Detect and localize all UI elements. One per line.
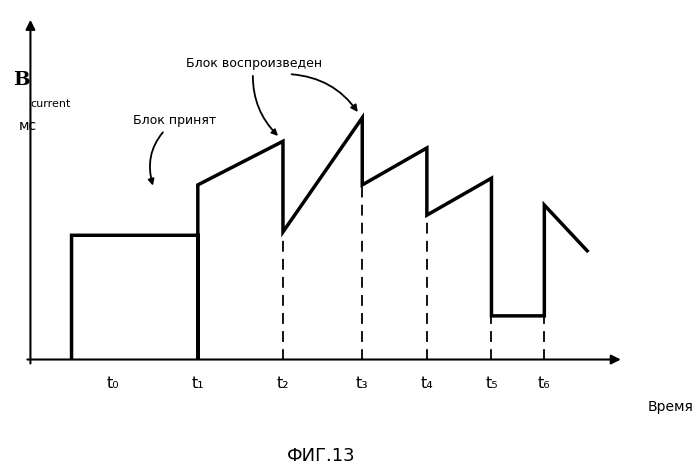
Text: t₀: t₀ xyxy=(106,376,119,391)
Text: B: B xyxy=(13,72,30,89)
Text: t₆: t₆ xyxy=(538,376,551,391)
Text: t₄: t₄ xyxy=(421,376,433,391)
Text: Блок принят: Блок принят xyxy=(134,115,217,183)
Text: Блок воспроизведен: Блок воспроизведен xyxy=(185,58,322,134)
Text: Время: Время xyxy=(648,400,694,414)
Text: мс: мс xyxy=(18,119,36,133)
Text: current: current xyxy=(31,99,71,109)
Text: t₁: t₁ xyxy=(192,376,204,391)
Text: ФИГ.13: ФИГ.13 xyxy=(287,447,356,465)
Text: t₅: t₅ xyxy=(485,376,498,391)
Text: t₂: t₂ xyxy=(277,376,289,391)
Text: t₃: t₃ xyxy=(356,376,368,391)
